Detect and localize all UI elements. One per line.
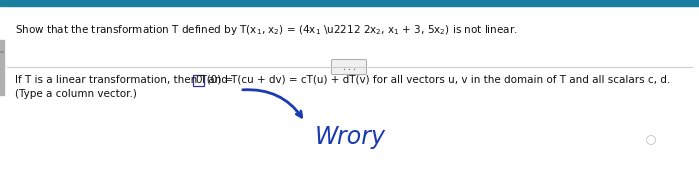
Text: Show that the transformation T defined by T(x$_1$, x$_2$) = (4x$_1$ \u2212 2x$_2: Show that the transformation T defined b…: [15, 23, 518, 37]
Bar: [0, 0, 699, 6]
Bar: [0, 40, 4, 95]
Bar: [193, 74, 204, 86]
Text: If T is a linear transformation, then T(0) =: If T is a linear transformation, then T(…: [15, 75, 236, 85]
Text: and T(cu + dv) = cT(u) + dT(v) for all vectors u, v in the domain of T and all s: and T(cu + dv) = cT(u) + dT(v) for all v…: [205, 75, 670, 85]
Text: ...: ...: [342, 63, 356, 72]
Text: (Type a column vector.): (Type a column vector.): [15, 89, 137, 99]
Text: Wrory: Wrory: [315, 125, 386, 149]
FancyBboxPatch shape: [331, 59, 366, 74]
Text: 0: 0: [195, 75, 202, 85]
